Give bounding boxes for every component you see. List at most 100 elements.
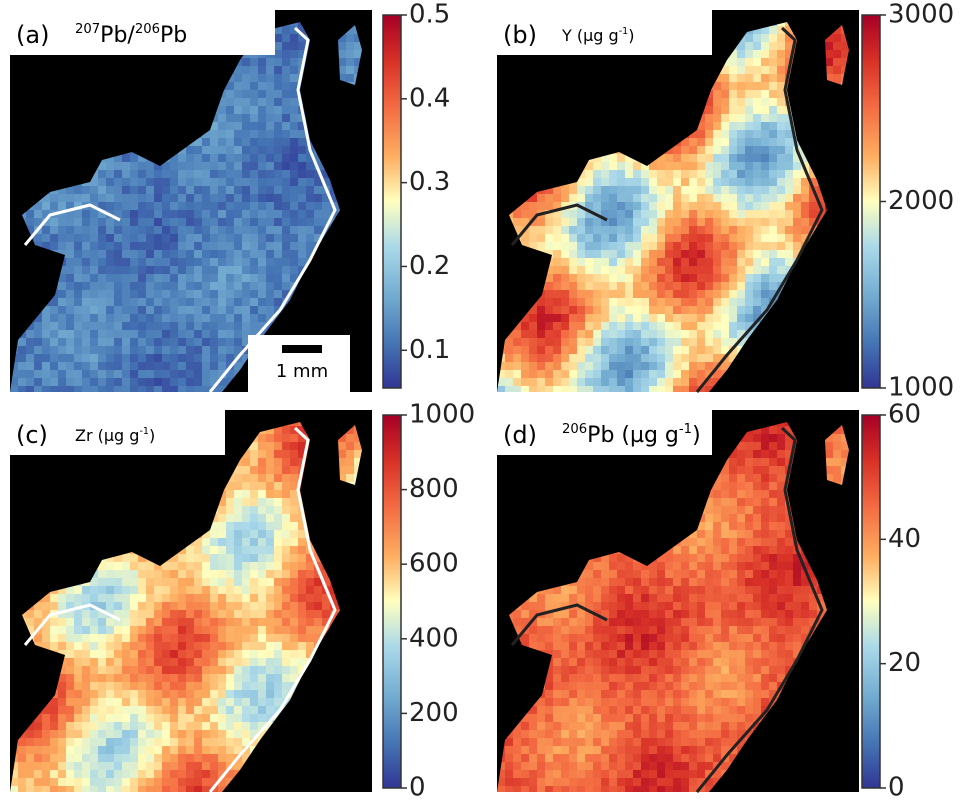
map-pixel: [713, 106, 721, 114]
map-pixel: [609, 178, 617, 186]
map-pixel: [274, 194, 282, 202]
map-pixel: [633, 218, 641, 226]
map-pixel: [777, 178, 785, 186]
map-pixel: [625, 386, 633, 394]
map-pixel: [130, 266, 138, 274]
map-pixel: [178, 202, 186, 210]
map-pixel: [641, 314, 649, 322]
map-pixel: [282, 234, 290, 242]
map-pixel: [202, 154, 210, 162]
map-pixel: [210, 298, 218, 306]
map-pixel: [721, 322, 729, 330]
map-pixel: [274, 290, 282, 298]
map-pixel: [186, 330, 194, 338]
map-pixel: [98, 234, 106, 242]
map-pixel: [761, 234, 769, 242]
map-pixel: [689, 162, 697, 170]
map-pixel: [585, 258, 593, 266]
map-pixel: [250, 154, 258, 162]
map-pixel: [130, 346, 138, 354]
map-pixel: [745, 250, 753, 258]
map-pixel: [162, 370, 170, 378]
map-pixel: [210, 282, 218, 290]
map-pixel: [202, 378, 210, 386]
map-pixel: [545, 226, 553, 234]
map-pixel: [689, 282, 697, 290]
map-pixel: [266, 282, 274, 290]
map-pixel: [673, 338, 681, 346]
map-pixel: [50, 242, 58, 250]
map-pixel: [98, 178, 106, 186]
map-pixel: [721, 290, 729, 298]
map-pixel: [553, 346, 561, 354]
map-pixel: [769, 154, 777, 162]
map-pixel: [729, 314, 737, 322]
map-pixel: [242, 202, 250, 210]
map-pixel: [753, 258, 761, 266]
map-pixel: [242, 122, 250, 130]
map-pixel: [665, 378, 673, 386]
map-pixel: [665, 250, 673, 258]
map-pixel: [761, 98, 769, 106]
map-pixel: [561, 194, 569, 202]
map-pixel: [553, 370, 561, 378]
map-pixel: [577, 314, 585, 322]
map-pixel: [250, 58, 258, 66]
map-pixel: [505, 354, 513, 362]
map-pixel: [226, 266, 234, 274]
map-pixel: [593, 266, 601, 274]
map-pixel: [689, 250, 697, 258]
map-pixel: [130, 362, 138, 370]
map-pixel: [122, 274, 130, 282]
map-pixel: [529, 226, 537, 234]
map-pixel: [601, 370, 609, 378]
map-pixel: [346, 450, 354, 458]
map-pixel: [753, 202, 761, 210]
map-pixel: [657, 194, 665, 202]
map-pixel: [170, 250, 178, 258]
map-pixel: [689, 290, 697, 298]
map-pixel: [98, 258, 106, 266]
map-pixel: [577, 266, 585, 274]
map-pixel: [26, 378, 34, 386]
map-pixel: [777, 162, 785, 170]
map-pixel: [657, 306, 665, 314]
map-pixel: [106, 250, 114, 258]
map-pixel: [170, 290, 178, 298]
map-pixel: [769, 242, 777, 250]
map-pixel: [226, 274, 234, 282]
map-pixel: [122, 370, 130, 378]
map-pixel: [138, 210, 146, 218]
map-pixel: [234, 130, 242, 138]
map-pixel: [753, 266, 761, 274]
map-pixel: [593, 378, 601, 386]
map-pixel: [681, 242, 689, 250]
map-pixel: [186, 298, 194, 306]
map-pixel: [226, 202, 234, 210]
map-pixel: [58, 194, 66, 202]
map-pixel: [130, 306, 138, 314]
map-pixel: [593, 370, 601, 378]
map-pixel: [234, 274, 242, 282]
map-pixel: [98, 370, 106, 378]
map-pixel: [234, 210, 242, 218]
map-pixel: [617, 258, 625, 266]
map-pixel: [74, 282, 82, 290]
map-pixel: [234, 122, 242, 130]
map-pixel: [649, 290, 657, 298]
map-pixel: [250, 98, 258, 106]
map-pixel: [106, 378, 114, 386]
map-pixel: [673, 202, 681, 210]
map-pixel: [234, 186, 242, 194]
map-pixel: [186, 226, 194, 234]
map-pixel: [689, 218, 697, 226]
map-pixel: [577, 290, 585, 298]
map-pixel: [202, 258, 210, 266]
map-pixel: [218, 354, 226, 362]
map-pixel: [729, 242, 737, 250]
map-pixel: [130, 218, 138, 226]
map-pixel: [242, 114, 250, 122]
map-pixel: [545, 306, 553, 314]
map-pixel: [649, 242, 657, 250]
map-pixel: [122, 290, 130, 298]
